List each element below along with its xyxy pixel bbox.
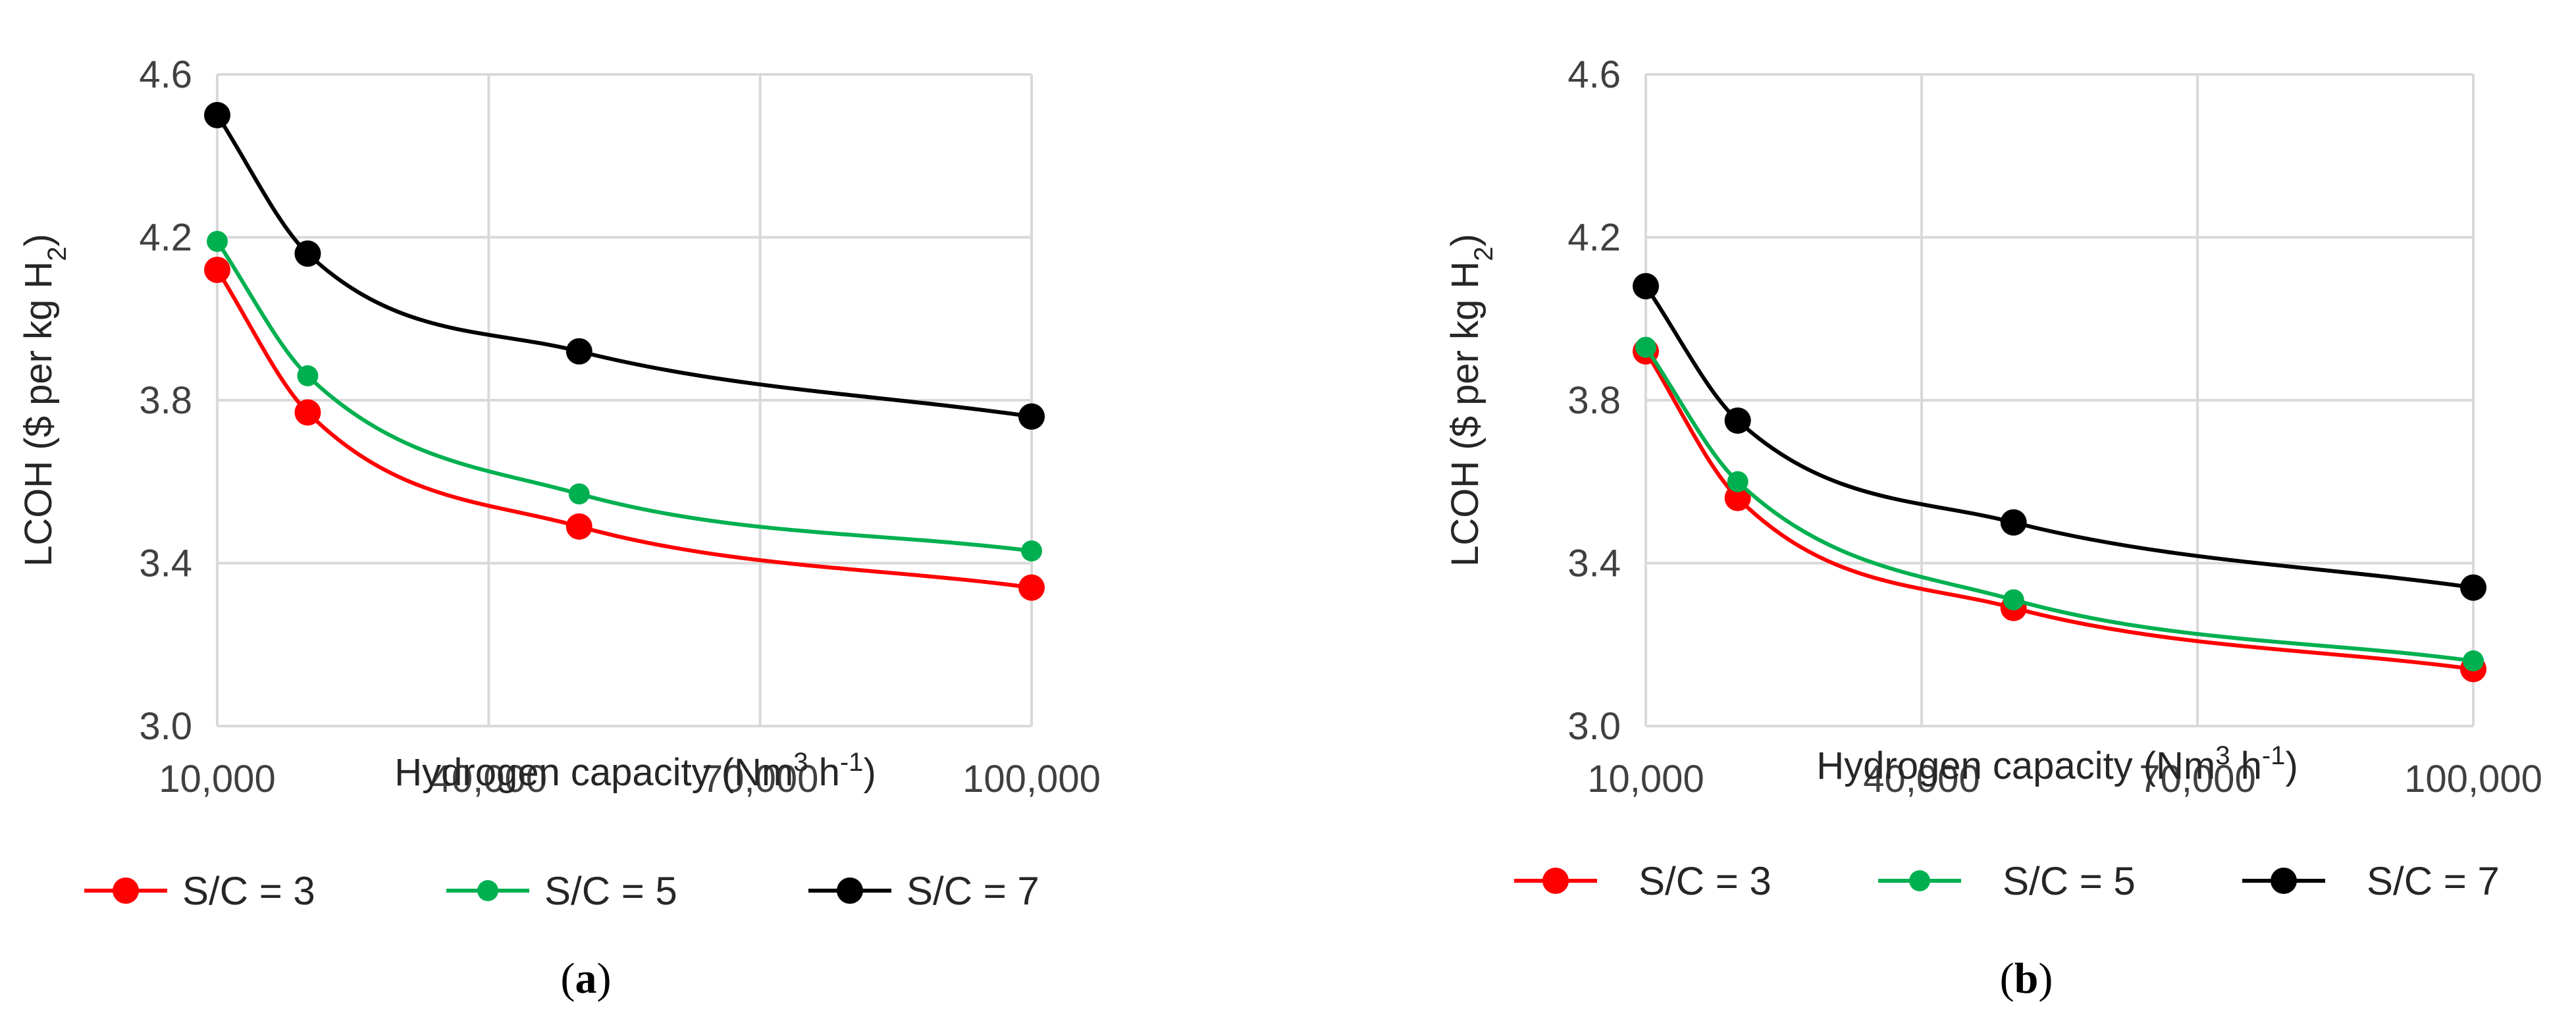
data-point (204, 101, 230, 128)
legend-marker (113, 877, 139, 904)
data-point (1633, 273, 1659, 300)
data-point (1724, 407, 1751, 434)
x-tick-label: 40,000 (431, 758, 547, 800)
legend-marker (1542, 868, 1569, 894)
legend-label: S/C = 5 (2003, 859, 2136, 903)
panel-label: (a) (561, 954, 612, 1003)
series-line-sc5 (1644, 346, 2474, 663)
data-point (565, 338, 592, 365)
y-axis-title: LCOH ($ per kg H2) (1444, 234, 1498, 567)
data-point (207, 230, 228, 252)
x-axis-title: Hydrogen capacity (Nm3 h-1) (1816, 741, 2298, 787)
x-tick-label: 100,000 (2404, 758, 2542, 800)
x-tick-label: 10,000 (1587, 758, 1704, 800)
legend-label: S/C = 5 (544, 869, 677, 913)
y-tick-label: 3.8 (1567, 379, 1621, 422)
y-tick-label: 4.6 (1567, 53, 1621, 96)
series-line-sc7 (215, 114, 1032, 419)
x-axis-title: Hydrogen capacity (Nm3 h-1) (394, 748, 876, 794)
panel-label: (b) (2000, 954, 2053, 1003)
legend-label: S/C = 3 (182, 869, 315, 913)
y-tick-label: 3.8 (139, 379, 192, 422)
y-tick-label: 3.0 (1567, 705, 1621, 748)
legend-label: S/C = 7 (907, 869, 1039, 913)
x-tick-label: 10,000 (159, 758, 275, 800)
data-point (1724, 484, 1751, 511)
x-tick-label: 70,000 (2139, 758, 2255, 800)
x-tick-label: 70,000 (702, 758, 818, 800)
y-tick-label: 4.6 (139, 53, 192, 96)
x-tick-label: 100,000 (962, 758, 1101, 800)
y-tick-label: 3.4 (1567, 542, 1621, 585)
x-tick-label: 40,000 (1863, 758, 1980, 800)
legend-label: S/C = 7 (2367, 859, 2500, 903)
data-point (1021, 540, 1042, 562)
legend-marker (837, 877, 863, 904)
data-point (297, 365, 319, 386)
series-line-sc3 (1644, 350, 2474, 671)
series-line-sc3 (215, 269, 1032, 590)
data-point (204, 257, 230, 283)
y-tick-label: 3.0 (139, 705, 192, 748)
legend-marker (477, 880, 498, 901)
data-point (2460, 574, 2486, 601)
y-axis-title: LCOH ($ per kg H2) (17, 234, 72, 567)
data-point (2000, 509, 2027, 536)
chart-panel-a: 3.0 3.4 3.8 4.2 4.6 10,000 40,000 70,000 100,000… (17, 53, 1101, 1003)
series-line-sc5 (215, 240, 1032, 553)
data-point (1018, 403, 1045, 430)
data-point (2003, 589, 2024, 611)
data-point (1018, 574, 1045, 601)
y-tick-label: 4.2 (1567, 217, 1621, 259)
data-point (1635, 336, 1656, 358)
legend-label: S/C = 3 (1639, 859, 1772, 903)
data-point (294, 399, 321, 426)
y-tick-label: 4.2 (139, 217, 192, 259)
data-point (294, 240, 321, 267)
data-point (568, 483, 590, 505)
data-point (565, 513, 592, 540)
y-tick-label: 3.4 (139, 542, 192, 585)
series-line-sc7 (1644, 285, 2474, 590)
data-point (1727, 471, 1748, 492)
data-point (2463, 650, 2484, 671)
chart-panel-b: 3.0 3.4 3.8 4.2 4.6 10,000 40,000 70,000 100,000… (1444, 53, 2542, 1003)
legend-marker (2271, 868, 2297, 894)
legend-marker (1909, 870, 1930, 891)
